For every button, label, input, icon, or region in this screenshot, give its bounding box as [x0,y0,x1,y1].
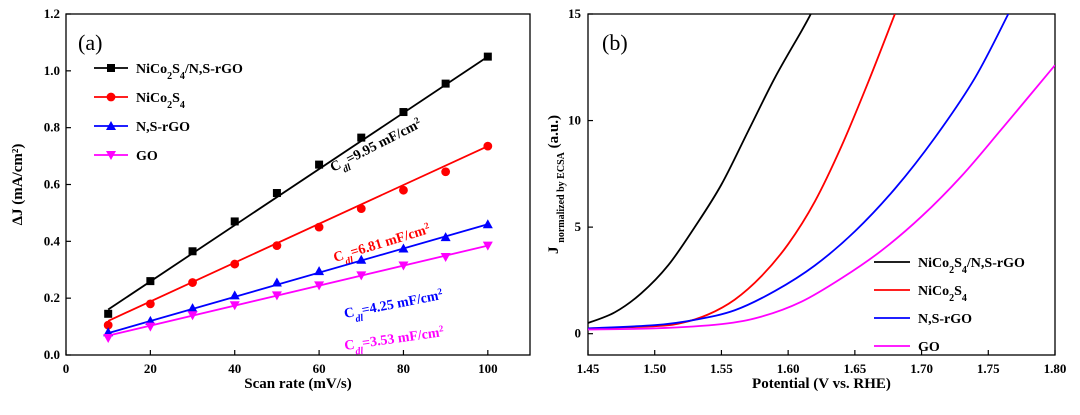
point-2-6 [356,254,367,264]
legend-label-b-1: NiCo2S4 [918,284,967,304]
x-tick-label-b-1: 1.50 [643,361,666,376]
x-tick-label-b-4: 1.65 [843,361,866,376]
point-2-3 [229,290,240,300]
point-0-6 [357,133,366,142]
panel-label-b: (b) [602,30,628,55]
legend-label-a-3: GO [136,149,158,164]
point-0-4 [272,189,281,198]
y-tick-label-b-0: 0 [575,326,582,341]
point-1-9 [483,141,493,151]
point-2-8 [440,232,451,242]
x-tick-label-b-5: 1.70 [910,361,933,376]
point-0-9 [483,52,492,61]
legend-marker-a-3 [106,151,116,160]
point-1-8 [441,167,451,177]
x-tick-label-a-2: 40 [228,361,241,376]
point-1-2 [188,278,197,287]
point-0-3 [230,217,239,226]
point-3-3 [229,301,240,311]
y-tick-label-a-5: 1.0 [44,63,60,78]
point-1-7 [399,185,408,195]
x-tick-label-a-1: 20 [144,361,157,376]
legend-label-a-0: NiCo2S4/N,S-rGO [136,62,243,82]
panel-a: 0 20 40 60 80 100 0.0 0.2 0.4 0.6 0.8 1.0 1.2 Scan ra… [10,6,531,392]
x-tick-label-a-3: 60 [313,361,326,376]
point-0-0 [104,309,113,318]
x-tick-label-a-0: 0 [63,361,70,376]
point-0-2 [188,247,197,256]
legend-label-a-2: N,S-rGO [136,120,190,135]
x-tick-label-a-5: 100 [478,361,498,376]
x-tick-label-b-0: 1.45 [577,361,600,376]
curve-1 [588,14,896,330]
legend-label-b-0: NiCo2S4/N,S-rGO [918,256,1025,276]
point-3-1 [145,322,156,332]
point-1-0 [103,320,113,330]
panel-label-a: (a) [78,30,102,55]
y-axis-label-b: J normalized by ECSA (a.u.) [546,115,567,254]
point-2-2 [187,303,198,313]
fit-line-3 [107,244,489,337]
y-tick-label-b-2: 10 [568,113,581,128]
x-tick-label-b-2: 1.55 [710,361,733,376]
point-2-4 [271,277,282,287]
legend-marker-a-1 [106,92,116,102]
point-2-7 [398,243,409,253]
point-1-5 [314,222,324,232]
curve-0 [588,14,812,324]
y-tick-label-a-1: 0.2 [44,290,60,305]
fit-line-0 [107,55,489,311]
y-tick-label-b-1: 5 [575,219,582,234]
point-2-9 [482,219,493,229]
x-tick-label-b-6: 1.75 [977,361,1000,376]
x-axis-label-b: Potential (V vs. RHE) [752,376,891,392]
point-3-5 [314,281,325,291]
cdl-annotation-3: Cdl=3.53 mF/cm2 [343,323,446,358]
fit-line-1 [107,145,489,322]
point-3-0 [103,333,114,343]
point-3-6 [356,271,367,281]
y-tick-label-b-3: 15 [568,6,582,21]
point-3-7 [398,261,409,271]
x-tick-label-b-7: 1.80 [1044,361,1067,376]
x-axis-label-a: Scan rate (mV/s) [244,376,351,392]
legend-marker-a-2 [106,121,116,130]
point-1-4 [272,241,282,250]
fit-line-2 [107,223,489,334]
point-1-1 [145,299,155,309]
point-0-1 [146,277,155,286]
x-tick-label-a-4: 80 [397,361,410,376]
y-tick-label-a-3: 0.6 [44,177,61,192]
point-1-3 [230,259,240,269]
point-0-7 [399,108,408,117]
point-2-5 [314,266,325,276]
y-tick-label-a-0: 0.0 [44,347,60,362]
legend-marker-a-0 [107,64,115,72]
panel-b: 1.45 1.50 1.55 1.60 1.65 1.70 1.75 1.80 0 5 10 15 Po… [546,6,1066,392]
x-tick-label-b-3: 1.60 [777,361,800,376]
legend-label-a-1: NiCo2S4 [136,91,185,111]
y-axis-label-a: ΔJ (mA/cm²) [10,144,26,226]
legend-label-b-2: N,S-rGO [918,312,972,327]
point-3-9 [482,241,493,251]
y-tick-label-a-4: 0.8 [44,120,61,135]
y-tick-label-a-2: 0.4 [44,233,61,248]
cdl-annotation-2: Cdl=4.25 mF/cm2 [343,286,446,326]
point-1-6 [356,204,366,214]
point-3-4 [271,291,282,301]
curve-3 [588,64,1055,331]
cdl-annotation-0: Cdl=9.95 mF/cm2 [327,115,427,180]
point-3-8 [440,252,451,262]
legend-label-b-3: GO [918,340,940,355]
plot-frame-b [587,13,1056,356]
point-0-5 [315,160,324,169]
point-3-2 [187,311,198,321]
curve-2 [588,14,1010,330]
y-tick-label-a-6: 1.2 [44,6,60,21]
point-0-8 [441,79,450,88]
